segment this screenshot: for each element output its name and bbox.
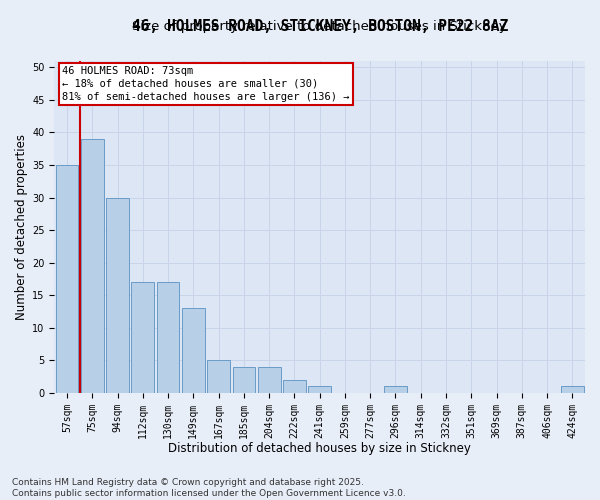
Text: 46, HOLMES ROAD, STICKNEY, BOSTON, PE22 8AZ: 46, HOLMES ROAD, STICKNEY, BOSTON, PE22 … bbox=[131, 19, 508, 34]
Text: 46 HOLMES ROAD: 73sqm
← 18% of detached houses are smaller (30)
81% of semi-deta: 46 HOLMES ROAD: 73sqm ← 18% of detached … bbox=[62, 66, 350, 102]
Bar bbox=[233, 367, 255, 393]
Bar bbox=[56, 165, 79, 393]
Bar bbox=[308, 386, 331, 393]
Bar bbox=[81, 139, 104, 393]
X-axis label: Distribution of detached houses by size in Stickney: Distribution of detached houses by size … bbox=[168, 442, 471, 455]
Title: Size of property relative to detached houses in Stickney: Size of property relative to detached ho… bbox=[133, 20, 507, 33]
Bar bbox=[207, 360, 230, 393]
Bar bbox=[283, 380, 306, 393]
Bar bbox=[384, 386, 407, 393]
Bar bbox=[106, 198, 129, 393]
Bar bbox=[258, 367, 281, 393]
Bar bbox=[131, 282, 154, 393]
Y-axis label: Number of detached properties: Number of detached properties bbox=[15, 134, 28, 320]
Bar bbox=[182, 308, 205, 393]
Bar bbox=[157, 282, 179, 393]
Text: Contains HM Land Registry data © Crown copyright and database right 2025.
Contai: Contains HM Land Registry data © Crown c… bbox=[12, 478, 406, 498]
Bar bbox=[561, 386, 584, 393]
